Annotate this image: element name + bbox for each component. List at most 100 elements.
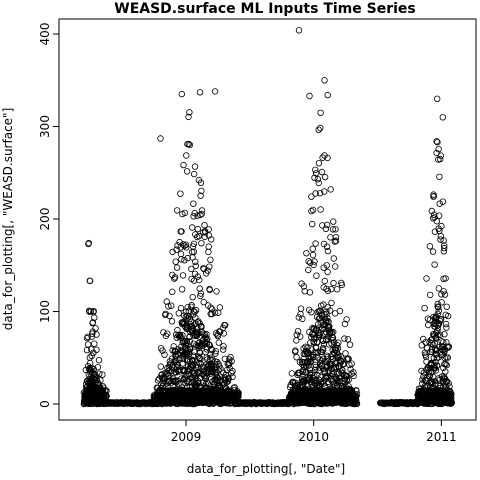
chart-title: WEASD.surface ML Inputs Time Series xyxy=(114,1,415,17)
data-point xyxy=(418,342,425,349)
data-point xyxy=(426,243,434,250)
data-point xyxy=(318,357,326,364)
data-point xyxy=(430,341,437,348)
data-point xyxy=(192,262,199,269)
data-point xyxy=(324,247,332,255)
data-point xyxy=(294,328,302,335)
data-point xyxy=(91,340,98,347)
data-point xyxy=(437,152,444,159)
data-point xyxy=(321,188,328,195)
data-point xyxy=(225,375,232,382)
data-point xyxy=(440,339,447,346)
data-point xyxy=(162,310,169,317)
data-point xyxy=(315,179,322,187)
data-point xyxy=(185,140,192,148)
data-point xyxy=(212,348,219,355)
data-point xyxy=(305,306,313,314)
data-point xyxy=(190,213,197,220)
data-point xyxy=(311,380,318,387)
data-point xyxy=(310,261,317,269)
data-point xyxy=(445,379,452,387)
data-point xyxy=(200,298,207,306)
data-point xyxy=(195,370,202,377)
data-point xyxy=(93,331,100,338)
data-point xyxy=(193,328,201,336)
data-point xyxy=(326,307,334,314)
data-point xyxy=(89,330,96,337)
data-point xyxy=(207,236,215,243)
data-point xyxy=(204,267,211,274)
data-point xyxy=(316,189,324,197)
data-point xyxy=(185,357,192,364)
data-point xyxy=(432,367,440,374)
data-point xyxy=(329,226,337,233)
data-point xyxy=(315,333,322,340)
data-point xyxy=(178,90,185,98)
data-point xyxy=(188,358,196,365)
data-point xyxy=(219,346,227,353)
data-point xyxy=(348,360,355,367)
data-point xyxy=(292,347,299,354)
data-point xyxy=(317,206,324,213)
data-point xyxy=(315,126,322,133)
data-point xyxy=(168,318,176,325)
data-point xyxy=(166,312,173,320)
data-point xyxy=(175,356,183,364)
y-tick-label: 0 xyxy=(38,400,52,408)
data-point xyxy=(215,366,222,374)
data-point xyxy=(300,283,307,290)
data-point xyxy=(434,324,442,332)
data-point xyxy=(177,250,185,258)
data-point xyxy=(186,344,194,351)
data-point xyxy=(434,303,441,310)
data-point xyxy=(178,228,185,235)
data-point xyxy=(197,292,204,300)
data-point xyxy=(448,399,455,407)
data-point xyxy=(321,277,328,285)
data-point xyxy=(436,200,443,207)
data-point xyxy=(201,221,208,229)
data-point xyxy=(442,320,450,328)
data-point xyxy=(350,369,357,376)
data-point xyxy=(329,355,337,363)
data-point xyxy=(293,331,300,338)
data-point xyxy=(444,312,452,320)
data-point xyxy=(323,262,330,269)
data-point xyxy=(319,154,326,161)
data-point xyxy=(435,212,443,219)
data-point xyxy=(323,352,330,359)
data-point xyxy=(86,277,94,285)
data-point xyxy=(327,186,334,193)
data-point xyxy=(177,190,184,197)
data-point xyxy=(173,264,181,271)
data-point xyxy=(175,310,182,317)
data-point xyxy=(206,342,213,349)
data-point xyxy=(188,224,196,231)
data-point xyxy=(90,366,97,373)
data-point xyxy=(181,257,188,264)
y-tick-label: 100 xyxy=(38,300,52,323)
data-point xyxy=(182,379,189,387)
data-point xyxy=(430,211,438,218)
data-point xyxy=(337,360,344,367)
data-point xyxy=(444,354,451,361)
data-point xyxy=(338,281,346,289)
data-point xyxy=(309,206,317,214)
data-point xyxy=(314,175,321,183)
data-point xyxy=(325,341,333,348)
data-point xyxy=(441,244,448,252)
data-point xyxy=(308,193,315,200)
data-point xyxy=(437,232,444,240)
data-point xyxy=(438,222,445,230)
data-point xyxy=(299,315,306,323)
data-point xyxy=(309,251,317,259)
data-point xyxy=(164,330,171,337)
data-point xyxy=(327,234,334,241)
data-point xyxy=(293,354,300,361)
data-point xyxy=(434,138,441,146)
data-point xyxy=(323,310,330,318)
data-point xyxy=(229,373,236,381)
data-point xyxy=(176,331,184,339)
data-point xyxy=(83,334,91,342)
data-point xyxy=(434,310,441,318)
